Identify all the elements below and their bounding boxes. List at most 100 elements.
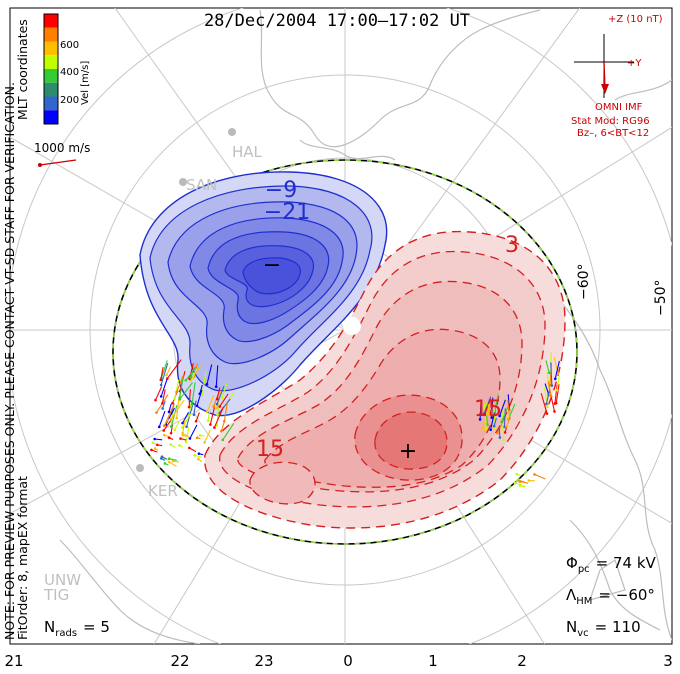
velocity-vector-origin — [153, 447, 157, 450]
contour-label-3: 3 — [505, 233, 519, 258]
velocity-vector — [191, 382, 196, 405]
velocity-vector-origin — [496, 431, 499, 435]
velocity-vector-origin — [549, 394, 553, 398]
nrads-symbol: N — [44, 618, 55, 636]
velocity-vector — [192, 368, 197, 379]
velocity-vector — [190, 366, 195, 378]
contour-label-max: + — [399, 439, 417, 464]
nvc-symbol: N — [566, 618, 577, 636]
lambda-value: = −60° — [598, 586, 655, 604]
velocity-vector — [163, 420, 172, 431]
colorbar-swatch — [44, 110, 58, 124]
velocity-vector — [555, 384, 560, 404]
velocity-vector-origin — [553, 410, 556, 413]
phi-subscript: pc — [578, 564, 590, 575]
velocity-vector-origin — [484, 427, 488, 430]
velocity-vector-origin — [167, 457, 171, 461]
velocity-vector-origin — [184, 440, 188, 444]
velocity-vector — [216, 385, 225, 405]
velocity-vector — [494, 394, 499, 411]
contour-labels: −9 −21 − 3 15 15 + — [256, 178, 519, 464]
colorbar-tick-400: 400 — [60, 67, 79, 78]
velocity-vector-origin — [168, 460, 171, 464]
velocity-vector-origin — [188, 437, 192, 440]
velocity-vector — [176, 375, 184, 393]
velocity-vector-origin — [545, 402, 548, 406]
velocity-vector-origin — [215, 397, 219, 401]
velocity-vector — [219, 393, 229, 407]
velocity-vector — [179, 382, 193, 400]
velocity-vector-origin — [162, 429, 166, 432]
velocity-vector-origin — [200, 393, 204, 396]
nrads-subscript: rads — [55, 628, 77, 639]
velocity-vector-origin — [206, 419, 210, 422]
velocity-vector — [487, 404, 490, 414]
velocity-vector — [223, 402, 228, 422]
contour-label-15a: 15 — [256, 437, 284, 462]
velocity-vector-origin — [190, 403, 194, 406]
velocity-vector-origin — [498, 414, 501, 418]
velocity-vector-origin — [553, 402, 557, 405]
velocity-vector-origin — [213, 426, 216, 429]
velocity-vector — [168, 403, 172, 413]
velocity-vector — [176, 400, 180, 419]
colorbar-swatch — [44, 27, 58, 42]
nvc-value: = 110 — [595, 618, 641, 636]
velocity-vector — [501, 405, 509, 423]
velocity-vector-origin — [527, 479, 531, 482]
velocity-vector — [213, 406, 224, 428]
velocity-vector-origin — [156, 443, 159, 447]
velocity-vector — [185, 366, 197, 381]
velocity-vector-origin — [161, 402, 164, 405]
velocity-vector-origin — [184, 378, 188, 382]
velocity-vector — [507, 394, 510, 411]
velocity-vector-origin — [179, 437, 182, 440]
velocity-vector-origin — [194, 419, 198, 423]
coastline — [59, 9, 672, 644]
velocity-vector — [499, 399, 506, 417]
velocity-vector — [189, 363, 194, 379]
velocity-vector-origin — [169, 425, 173, 429]
velocity-vector-origin — [215, 402, 219, 406]
velocity-vector-origin — [159, 395, 163, 398]
pole-gap — [343, 317, 361, 335]
velocity-vector — [216, 387, 221, 400]
velocity-vector-origin — [220, 396, 224, 400]
velocity-vector — [220, 422, 225, 432]
velocity-vector — [556, 375, 560, 391]
velocity-vector-origin — [173, 397, 176, 401]
velocity-vector-origin — [205, 382, 209, 386]
velocity-vector-origin — [155, 411, 158, 414]
velocity-vector — [199, 384, 203, 394]
velocity-vector — [206, 364, 213, 385]
velocity-vector-origin — [161, 407, 164, 410]
mlt-label-1: 1 — [428, 652, 438, 670]
velocity-vector-origin — [215, 406, 219, 410]
colorbar-swatch — [44, 69, 58, 83]
velocity-vector-origin — [503, 425, 506, 429]
velocity-vector-origin — [219, 429, 223, 433]
velocity-vector — [484, 417, 487, 429]
velocity-vector — [554, 360, 560, 379]
station-unw: UNW — [44, 571, 81, 589]
velocity-vector — [486, 415, 488, 425]
velocity-vector — [188, 389, 191, 408]
velocity-vector — [506, 409, 511, 427]
velocity-vector — [479, 400, 482, 420]
plot-frame — [9, 7, 673, 645]
velocity-vector-origin — [547, 371, 551, 375]
velocity-vector-origin — [195, 404, 199, 408]
imf-y-label: +Y — [627, 58, 642, 69]
velocity-vector — [503, 408, 506, 427]
velocity-vector — [484, 398, 492, 415]
colorbar-border — [43, 13, 59, 125]
velocity-vector-origin — [212, 405, 215, 408]
imf-condition: Bz–, 6<BT<12 — [577, 128, 649, 139]
velocity-vector-origin — [167, 436, 171, 440]
velocity-vector-origin — [515, 472, 519, 476]
velocity-vector — [483, 396, 492, 414]
velocity-vector — [204, 429, 211, 443]
velocity-vector — [498, 427, 501, 438]
velocity-vector-origin — [550, 384, 554, 387]
velocity-vector — [545, 389, 551, 405]
